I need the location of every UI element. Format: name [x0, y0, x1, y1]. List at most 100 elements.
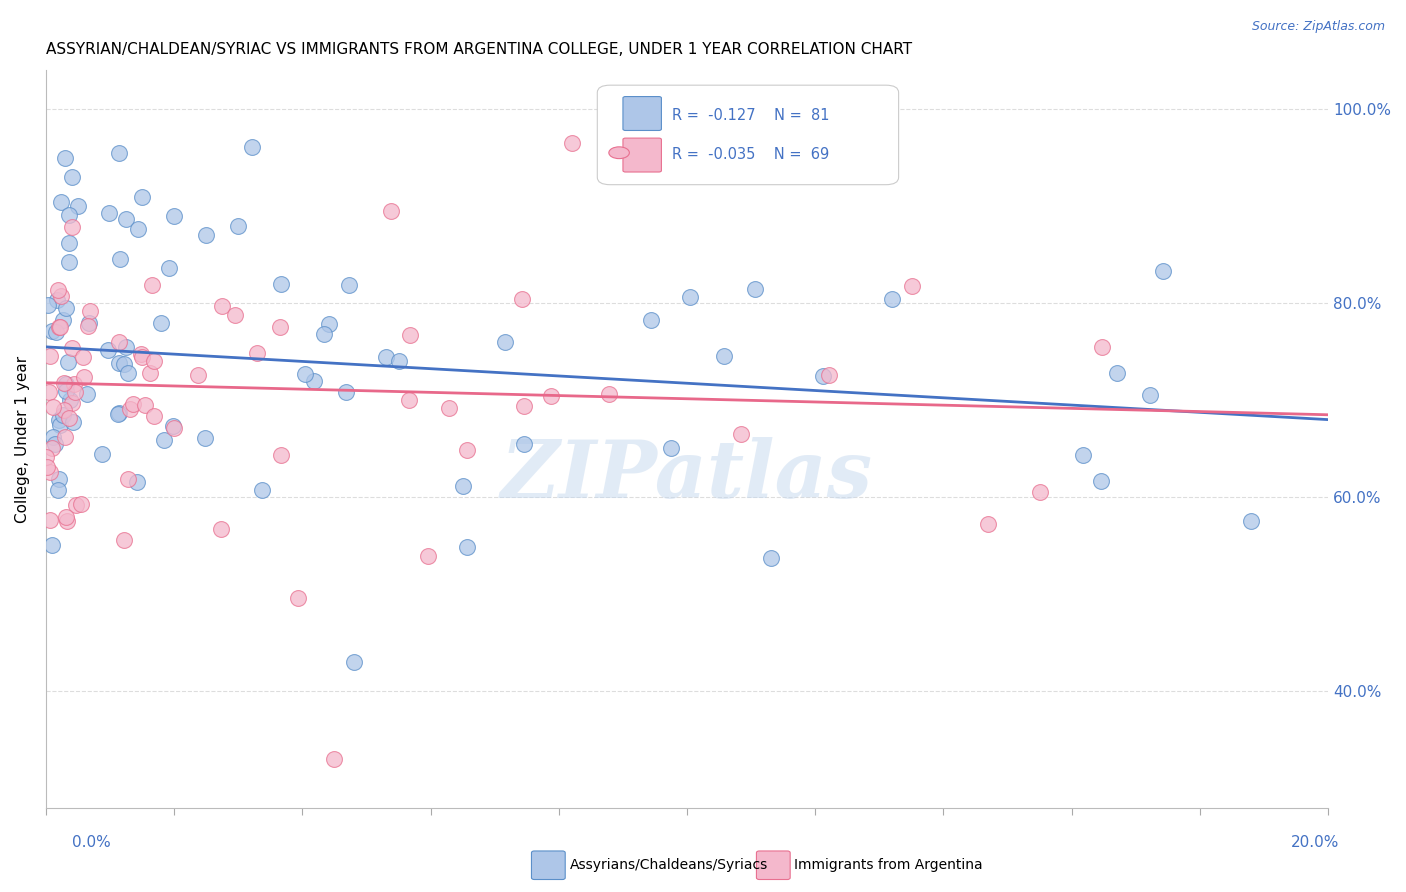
Point	[187, 368, 209, 383]
Point	[195, 228, 218, 243]
Point	[59, 392, 82, 407]
Point	[398, 327, 420, 342]
Point	[46, 283, 69, 297]
Point	[91, 447, 114, 461]
Point	[375, 350, 398, 364]
Point	[48, 413, 70, 427]
Point	[294, 367, 316, 381]
Point	[77, 317, 100, 331]
Point	[117, 366, 139, 380]
Point	[55, 384, 77, 398]
Point	[46, 293, 69, 308]
FancyBboxPatch shape	[598, 85, 898, 185]
Point	[120, 401, 142, 416]
Point	[38, 385, 60, 400]
Point	[129, 347, 152, 361]
Point	[97, 205, 120, 219]
Point	[66, 199, 89, 213]
Point	[62, 416, 84, 430]
Point	[53, 403, 76, 417]
Point	[108, 335, 131, 350]
Point	[108, 146, 131, 161]
Point	[38, 513, 60, 527]
Point	[131, 189, 153, 203]
Text: ASSYRIAN/CHALDEAN/SYRIAC VS IMMIGRANTS FROM ARGENTINA COLLEGE, UNDER 1 YEAR CORR: ASSYRIAN/CHALDEAN/SYRIAC VS IMMIGRANTS F…	[46, 42, 912, 57]
Point	[56, 355, 79, 369]
Point	[56, 514, 79, 528]
Point	[1105, 366, 1128, 380]
Point	[65, 498, 87, 512]
Point	[437, 401, 460, 416]
Point	[1139, 387, 1161, 401]
Point	[48, 319, 70, 334]
Point	[73, 370, 96, 384]
Point	[41, 538, 63, 552]
Point	[107, 407, 129, 421]
Point	[53, 151, 76, 165]
Point	[77, 319, 100, 334]
Point	[39, 465, 62, 479]
Point	[240, 140, 263, 154]
Point	[456, 442, 478, 457]
Point	[51, 194, 73, 209]
Point	[58, 254, 80, 268]
Point	[1152, 264, 1174, 278]
Point	[759, 550, 782, 565]
Point	[49, 289, 72, 303]
Point	[1090, 474, 1112, 488]
Point	[115, 340, 138, 354]
Point	[138, 367, 160, 381]
Point	[287, 591, 309, 605]
Point	[744, 282, 766, 296]
Point	[194, 431, 217, 445]
Point	[901, 279, 924, 293]
FancyBboxPatch shape	[623, 138, 661, 172]
Point	[35, 450, 58, 464]
Y-axis label: College, Under 1 year: College, Under 1 year	[15, 355, 30, 523]
Point	[163, 209, 186, 223]
Point	[270, 448, 292, 462]
Point	[72, 350, 94, 364]
Text: 20.0%: 20.0%	[1291, 836, 1339, 850]
Point	[49, 417, 72, 432]
Point	[1028, 485, 1050, 500]
Text: Source: ZipAtlas.com: Source: ZipAtlas.com	[1251, 20, 1385, 33]
Point	[598, 387, 620, 401]
Point	[157, 261, 180, 276]
Point	[153, 434, 176, 448]
Point	[112, 533, 135, 547]
Point	[134, 398, 156, 412]
Point	[55, 376, 77, 391]
Point	[114, 212, 136, 227]
Point	[53, 430, 76, 444]
Point	[150, 316, 173, 330]
Point	[52, 376, 75, 390]
Point	[302, 374, 325, 388]
Point	[659, 441, 682, 455]
Point	[513, 437, 536, 451]
Point	[209, 522, 232, 536]
Text: Assyrians/Chaldeans/Syriacs: Assyrians/Chaldeans/Syriacs	[569, 858, 768, 872]
Point	[416, 549, 439, 564]
Point	[880, 292, 903, 306]
Point	[39, 349, 62, 363]
Point	[58, 208, 80, 222]
Point	[1240, 515, 1263, 529]
Point	[211, 299, 233, 313]
Point	[380, 203, 402, 218]
Point	[561, 136, 583, 151]
Point	[398, 392, 420, 407]
Point	[679, 290, 702, 304]
Point	[451, 478, 474, 492]
Point	[76, 387, 98, 401]
Point	[122, 397, 145, 411]
Point	[108, 405, 131, 419]
Point	[60, 396, 83, 410]
Point	[141, 278, 163, 293]
Text: 0.0%: 0.0%	[72, 836, 111, 850]
Point	[270, 277, 292, 292]
Point	[730, 427, 752, 442]
Point	[245, 345, 267, 359]
Point	[713, 349, 735, 363]
Point	[811, 369, 834, 384]
